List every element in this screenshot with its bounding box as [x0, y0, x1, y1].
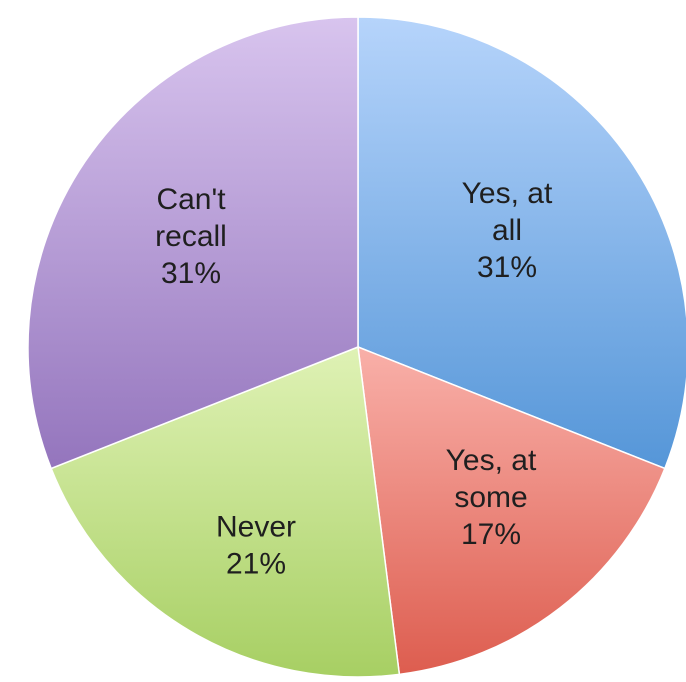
slice-percent-label: 31%: [477, 251, 537, 284]
pie-slice-label-2: Yes, at some 17%: [446, 444, 537, 551]
pie-slice-2: [357, 345, 666, 676]
pie-slice-3: [50, 345, 401, 678]
slice-category-label: Can't: [156, 183, 226, 216]
slice-percent-label: 21%: [226, 548, 286, 581]
slice-percent-label: 31%: [161, 257, 221, 290]
slice-category-label: Never: [216, 511, 296, 544]
slice-category-label: all: [492, 214, 522, 247]
pie-slice-label-1: Yes, at all 31%: [462, 177, 553, 284]
pie-slice-label-3: Never 21%: [216, 511, 296, 581]
pie-labels: Yes, at all 31% Yes, at some 17% Never 21% Can't…: [155, 177, 553, 581]
slice-category-label: Yes, at: [462, 177, 553, 210]
slice-category-label: Yes, at: [446, 444, 537, 477]
pie-slices: [27, 16, 686, 678]
slice-category-label: some: [454, 481, 527, 514]
slice-category-label: recall: [155, 220, 227, 253]
slice-percent-label: 17%: [461, 518, 521, 551]
pie-slice-label-4: Can't recall 31%: [155, 183, 227, 290]
pie-slice-4: [27, 16, 359, 470]
